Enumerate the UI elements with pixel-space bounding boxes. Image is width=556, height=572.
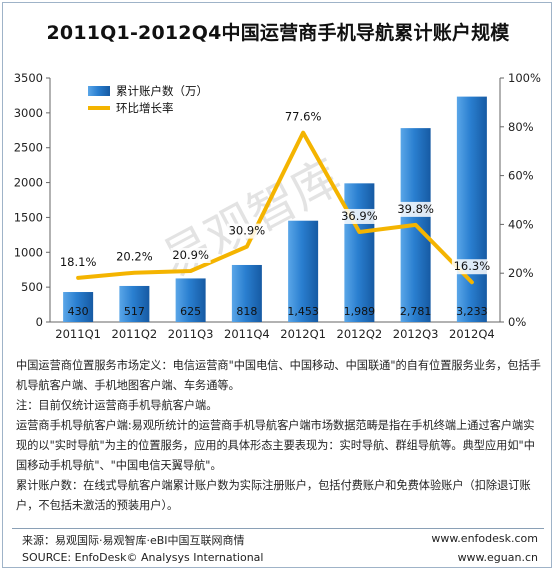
bar-value-label: 1,453 bbox=[287, 305, 319, 318]
note-client-definition: 运营商手机导航客户端:易观所统计的运营商手机导航客户端市场数据范畴是指在手机终端… bbox=[16, 419, 535, 472]
line-label-bg bbox=[395, 201, 436, 217]
bar bbox=[344, 183, 375, 322]
line-value-label: 36.9% bbox=[341, 209, 378, 223]
x-tick-label: 2012Q1 bbox=[280, 327, 326, 341]
line-label-bg bbox=[451, 259, 492, 275]
y-left-tick-label: 3500 bbox=[14, 71, 43, 85]
x-tick-label: 2012Q2 bbox=[337, 327, 383, 341]
bar bbox=[456, 96, 487, 323]
y-right-tick-label: 60% bbox=[508, 169, 534, 183]
line-label-bg bbox=[170, 248, 211, 264]
bar-value-label: 2,781 bbox=[400, 305, 432, 318]
y-right-tick-label: 100% bbox=[508, 71, 541, 85]
legend-label-bars: 累计账户数（万） bbox=[116, 84, 208, 98]
note-account-definition: 累计账户数：在线式导航客户端累计账户数为实际注册账户，包括付费账户和免费体验账户… bbox=[16, 479, 531, 512]
x-tick-label: 2012Q4 bbox=[449, 327, 495, 341]
x-tick-label: 2011Q4 bbox=[224, 327, 270, 341]
bar-value-label: 625 bbox=[180, 305, 201, 318]
growth-rate-line bbox=[76, 130, 474, 285]
line-value-label: 20.2% bbox=[116, 250, 153, 264]
bar-value-label: 818 bbox=[236, 305, 257, 318]
y-left-tick-label: 2500 bbox=[14, 141, 43, 155]
bar bbox=[175, 278, 206, 322]
line-value-label: 18.1% bbox=[60, 255, 97, 269]
line-value-label: 16.3% bbox=[454, 259, 491, 273]
y-left-tick-label: 500 bbox=[21, 280, 43, 294]
bar bbox=[63, 292, 94, 322]
bar-value-label: 1,989 bbox=[344, 305, 376, 318]
website-enfodesk: www.enfodesk.com bbox=[431, 532, 538, 545]
line-value-label: 20.9% bbox=[172, 248, 209, 262]
source-en: SOURCE: EnfoDesk© Analysys International bbox=[22, 551, 264, 564]
line-label-bg bbox=[58, 254, 99, 270]
line-label-bg bbox=[339, 208, 380, 224]
y-left-tick-label: 1500 bbox=[14, 210, 43, 224]
bar-value-label: 3,233 bbox=[456, 305, 488, 318]
y-left-tick-label: 3000 bbox=[14, 106, 43, 120]
x-tick-label: 2011Q3 bbox=[168, 327, 214, 341]
y-right-tick-label: 0% bbox=[508, 315, 526, 329]
note-definition: 中国运营商位置服务市场定义：电信运营商"中国电信、中国移动、中国联通"的自有位置… bbox=[16, 359, 541, 392]
y-right-tick-label: 40% bbox=[508, 217, 534, 231]
line-value-label: 39.8% bbox=[397, 202, 434, 216]
legend-swatch-bars bbox=[88, 86, 110, 96]
note-remark: 注：目前仅统计运营商手机导航客户端。 bbox=[16, 399, 218, 412]
x-tick-label: 2011Q2 bbox=[112, 327, 158, 341]
bar bbox=[288, 220, 319, 322]
source-cn: 来源：易观国际·易观智库·eBI中国互联网商情 bbox=[22, 534, 245, 547]
y-right-tick-label: 20% bbox=[508, 266, 534, 280]
bar bbox=[231, 264, 262, 322]
x-tick-label: 2012Q3 bbox=[393, 327, 439, 341]
footer-divider bbox=[12, 528, 544, 529]
line-label-bg bbox=[114, 249, 155, 265]
bar-value-label: 517 bbox=[124, 305, 145, 318]
notes-section: 中国运营商位置服务市场定义：电信运营商"中国电信、中国移动、中国联通"的自有位置… bbox=[16, 356, 542, 516]
bar bbox=[119, 285, 150, 322]
chart-title: 2011Q1-2012Q4中国运营商手机导航累计账户规模 bbox=[46, 22, 510, 44]
x-tick-label: 2011Q1 bbox=[55, 327, 101, 341]
y-right-tick-label: 80% bbox=[508, 120, 534, 134]
legend-label-line: 环比增长率 bbox=[116, 101, 174, 115]
line-value-label: 30.9% bbox=[229, 224, 266, 238]
line-label-bg bbox=[226, 223, 267, 239]
y-left-tick-label: 1000 bbox=[14, 245, 43, 259]
website-eguan: www.eguan.cn bbox=[457, 551, 538, 564]
y-left-tick-label: 2000 bbox=[14, 176, 43, 190]
bar-value-label: 430 bbox=[68, 305, 89, 318]
line-value-label: 77.6% bbox=[285, 110, 322, 124]
y-left-tick-label: 0 bbox=[36, 315, 43, 329]
line-label-bg bbox=[283, 109, 324, 125]
